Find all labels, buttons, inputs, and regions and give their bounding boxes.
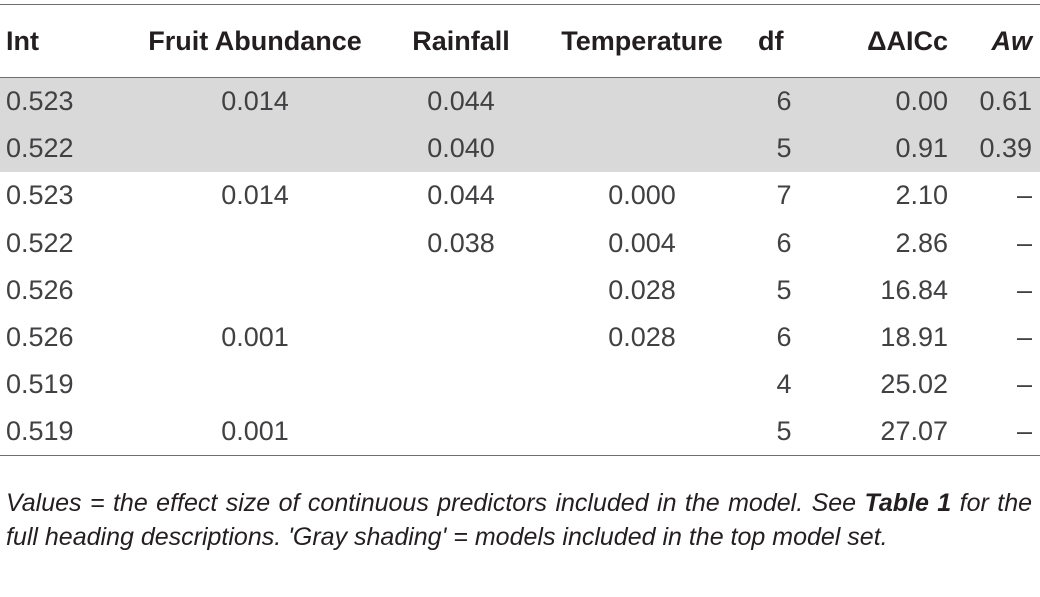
header-row: Int Fruit Abundance Rainfall Temperature… xyxy=(0,4,1040,78)
cell-aw: – xyxy=(1016,180,1032,211)
cell-temperature: 0.028 xyxy=(608,274,676,305)
cell-temperature xyxy=(536,361,748,408)
cell-fruit-abundance: 0.014 xyxy=(221,180,289,211)
cell-df: 6 xyxy=(776,227,792,258)
cell-int: 0.523 xyxy=(6,180,74,211)
cell-rainfall: 0.044 xyxy=(386,77,536,125)
cell-df: 6 xyxy=(748,77,820,125)
cell-fruit-abundance xyxy=(124,267,386,314)
header-df: df xyxy=(748,4,820,78)
cell-temperature: 0.000 xyxy=(608,180,676,211)
cell-fruit-abundance xyxy=(124,361,386,408)
cell-delta-aicc: 2.10 xyxy=(895,180,948,211)
header-delta-aicc: ΔAICc xyxy=(820,4,958,78)
cell-df: 5 xyxy=(748,124,820,173)
cell-aw: – xyxy=(1016,227,1032,258)
table-footnote: Values = the effect size of continuous p… xyxy=(6,486,1032,554)
cell-fruit-abundance xyxy=(124,219,386,266)
table-row: 0.523 0.014 0.044 0.000 7 2.10 – xyxy=(0,172,1040,219)
table-body: 0.523 0.014 0.044 6 0.00 0.61 0.522 0.040 5 0.91 0… xyxy=(0,77,1040,457)
cell-temperature: 0.004 xyxy=(608,227,676,258)
cell-fruit-abundance: 0.001 xyxy=(124,408,386,457)
table-row: 0.522 0.040 5 0.91 0.39 xyxy=(0,124,1040,173)
cell-df: 7 xyxy=(776,180,792,211)
cell-int: 0.522 xyxy=(0,124,124,173)
cell-aw: – xyxy=(958,408,1040,457)
cell-rainfall: 0.038 xyxy=(427,227,495,258)
cell-rainfall: 0.040 xyxy=(386,124,536,173)
cell-int: 0.526 xyxy=(6,274,74,305)
cell-aw: – xyxy=(1016,369,1032,400)
cell-rainfall xyxy=(386,361,536,408)
cell-delta-aicc: 0.00 xyxy=(820,77,958,125)
cell-rainfall: 0.044 xyxy=(427,180,495,211)
cell-rainfall xyxy=(386,267,536,314)
table-row: 0.522 0.038 0.004 6 2.86 – xyxy=(0,219,1040,266)
cell-df: 6 xyxy=(776,322,792,353)
cell-rainfall xyxy=(386,314,536,361)
table-row: 0.519 4 25.02 – xyxy=(0,361,1040,408)
header-fruit-abundance: Fruit Abundance xyxy=(124,4,386,78)
cell-temperature xyxy=(536,408,748,457)
model-selection-table: Int Fruit Abundance Rainfall Temperature… xyxy=(0,4,1040,457)
cell-df: 4 xyxy=(776,369,792,400)
footnote-table-reference: Table 1 xyxy=(864,489,952,517)
table-row: 0.519 0.001 5 27.07– xyxy=(0,408,1040,457)
cell-aw: 0.39 xyxy=(958,124,1040,173)
header-rainfall: Rainfall xyxy=(386,4,536,78)
cell-fruit-abundance xyxy=(124,124,386,173)
cell-int: 0.526 xyxy=(6,322,74,353)
cell-df: 5 xyxy=(748,408,820,457)
cell-fruit-abundance: 0.001 xyxy=(221,322,289,353)
table-row: 0.523 0.014 0.044 6 0.00 0.61 xyxy=(0,77,1040,125)
cell-int: 0.522 xyxy=(6,227,74,258)
table-row: 0.526 0.001 0.028 6 18.91 – xyxy=(0,314,1040,361)
cell-temperature: 0.028 xyxy=(608,322,676,353)
footnote-text-1: Values = the effect size of continuous p… xyxy=(6,489,865,517)
cell-int: 0.519 xyxy=(0,408,124,457)
footnote-text-2: for the full heading descriptions. 'Gray… xyxy=(6,489,1032,551)
cell-int: 0.519 xyxy=(6,369,74,400)
cell-aw: 0.61 xyxy=(958,77,1040,125)
cell-delta-aicc: 27.07 xyxy=(820,408,958,457)
cell-df: 5 xyxy=(776,274,792,305)
cell-aw: – xyxy=(1016,274,1032,305)
header-aw: Aw xyxy=(958,4,1040,78)
cell-fruit-abundance: 0.014 xyxy=(124,77,386,125)
cell-temperature xyxy=(536,124,748,173)
cell-delta-aicc: 16.84 xyxy=(880,274,948,305)
cell-delta-aicc: 0.91 xyxy=(820,124,958,173)
cell-delta-aicc: 25.02 xyxy=(880,369,948,400)
cell-aw: – xyxy=(1016,322,1032,353)
cell-temperature xyxy=(536,77,748,125)
header-temperature: Temperature xyxy=(536,4,748,78)
cell-delta-aicc: 2.86 xyxy=(895,227,948,258)
table-row: 0.526 0.028 5 16.84 – xyxy=(0,267,1040,314)
cell-int: 0.523 xyxy=(0,77,124,125)
cell-rainfall xyxy=(386,408,536,457)
header-int: Int xyxy=(0,4,124,78)
cell-delta-aicc: 18.91 xyxy=(880,322,948,353)
